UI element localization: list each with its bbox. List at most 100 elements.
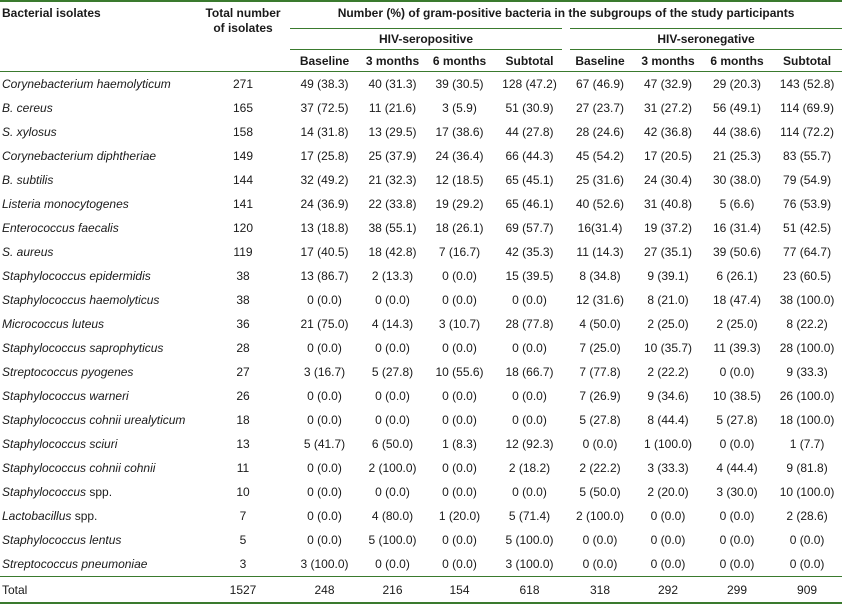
cell-pos-3-months: 0 (0.0) <box>375 293 410 307</box>
cell-neg-3-months: 31 (27.2) <box>643 101 693 115</box>
header-neg-6-months: 6 months <box>710 53 764 68</box>
cell-neg-subtotal: 28 (100.0) <box>779 341 835 355</box>
cell-neg-subtotal: 18 (100.0) <box>779 413 835 427</box>
cell-neg-baseline: 2 (100.0) <box>575 509 625 523</box>
cell-pos-baseline: 0 (0.0) <box>307 509 342 523</box>
cell-pos-subtotal: 0 (0.0) <box>512 485 547 499</box>
cell-neg-subtotal: 143 (52.8) <box>779 77 835 91</box>
cell-neg-3-months: 0 (0.0) <box>650 533 686 547</box>
isolate-total: 11 <box>236 461 250 475</box>
header-neg-baseline: Baseline <box>575 53 625 68</box>
table-row: Staphylococcus cohnii cohnii 11 0 (0.0) 2 (… <box>0 456 842 480</box>
table-row: Staphylococcus sciuri 13 5 (41.7) 6 (50.0) 1… <box>0 432 842 456</box>
cell-pos-subtotal: 42 (35.3) <box>505 245 554 259</box>
header-hiv-seropositive: HIV-seropositive <box>290 28 566 50</box>
cell-pos-subtotal: 65 (46.1) <box>505 197 554 211</box>
cell-pos-3-months: 0 (0.0) <box>375 485 410 499</box>
cell-neg-baseline: 7 (26.9) <box>579 389 621 403</box>
cell-pos-6-months: 7 (16.7) <box>438 245 481 259</box>
cell-pos-baseline: 37 (72.5) <box>300 101 349 115</box>
isolate-total: 28 <box>236 341 250 355</box>
cell-neg-subtotal: 76 (53.9) <box>783 197 832 211</box>
total-pos-subtotal: 618 <box>519 582 540 597</box>
isolate-name: Staphylococcus spp. <box>0 480 196 504</box>
table-row: S. aureus 119 17 (40.5) 18 (42.8) 7 (16.7) 42… <box>0 240 842 264</box>
cell-neg-6-months: 10 (38.5) <box>712 389 762 403</box>
cell-neg-6-months: 0 (0.0) <box>719 533 755 547</box>
table-row: Streptococcus pneumoniae 3 3 (100.0) 0 (0.0… <box>0 552 842 577</box>
cell-pos-3-months: 5 (27.8) <box>371 365 414 379</box>
isolate-total: 3 <box>239 557 247 571</box>
isolate-total: 27 <box>236 365 250 379</box>
cell-neg-3-months: 9 (39.1) <box>647 269 689 283</box>
cell-pos-3-months: 40 (31.3) <box>368 77 417 91</box>
total-label: Total <box>2 582 28 597</box>
cell-pos-subtotal: 0 (0.0) <box>512 389 547 403</box>
table-row: Corynebacterium haemolyticum 271 49 (38.3)… <box>0 72 842 97</box>
cell-neg-6-months: 6 (26.1) <box>716 269 758 283</box>
total-row: Total 1527 248 216 154 618 318 292 299 909 <box>0 576 842 603</box>
isolate-name: Streptococcus pyogenes <box>0 360 196 384</box>
isolate-name-italic: Corynebacterium haemolyticum <box>2 77 171 91</box>
cell-neg-subtotal: 10 (100.0) <box>779 485 835 499</box>
isolate-name-italic: Staphylococcus cohnii urealyticum <box>2 413 186 427</box>
cell-pos-subtotal: 15 (39.5) <box>505 269 554 283</box>
isolate-name: Staphylococcus cohnii urealyticum <box>0 408 196 432</box>
cell-neg-6-months: 4 (44.4) <box>716 461 758 475</box>
cell-pos-baseline: 0 (0.0) <box>307 461 342 475</box>
header-pos-baseline: Baseline <box>299 53 350 68</box>
cell-neg-baseline: 5 (50.0) <box>579 485 621 499</box>
cell-neg-3-months: 31 (40.8) <box>643 197 693 211</box>
cell-neg-subtotal: 8 (22.2) <box>786 317 828 331</box>
cell-pos-subtotal: 69 (57.7) <box>505 221 554 235</box>
cell-pos-6-months: 18 (26.1) <box>435 221 484 235</box>
cell-neg-baseline: 11 (14.3) <box>576 245 624 259</box>
table-row: Enterococcus faecalis 120 13 (18.8) 38 (55.… <box>0 216 842 240</box>
isolate-name: Staphylococcus cohnii cohnii <box>0 456 196 480</box>
grand-total: 1527 <box>229 582 257 597</box>
cell-neg-subtotal: 2 (28.6) <box>786 509 828 523</box>
cell-neg-6-months: 0 (0.0) <box>719 437 755 451</box>
header-pos-3-months: 3 months <box>365 53 420 68</box>
cell-neg-6-months: 39 (50.6) <box>712 245 762 259</box>
isolate-name-italic: S. aureus <box>2 245 54 259</box>
cell-neg-baseline: 16(31.4) <box>577 221 623 235</box>
isolate-total: 38 <box>236 269 250 283</box>
cell-pos-6-months: 0 (0.0) <box>442 485 477 499</box>
cell-pos-3-months: 2 (13.3) <box>371 269 414 283</box>
isolate-name-italic: Staphylococcus cohnii cohnii <box>2 461 156 475</box>
cell-neg-3-months: 2 (25.0) <box>647 317 689 331</box>
cell-neg-3-months: 19 (37.2) <box>643 221 693 235</box>
cell-pos-baseline: 0 (0.0) <box>307 341 342 355</box>
cell-neg-6-months: 44 (38.6) <box>712 125 762 139</box>
header-total-line1: Total number <box>205 6 281 20</box>
cell-neg-baseline: 67 (46.9) <box>575 77 625 91</box>
cell-neg-3-months: 8 (44.4) <box>647 413 689 427</box>
cell-neg-subtotal: 9 (81.8) <box>786 461 828 475</box>
cell-neg-baseline: 0 (0.0) <box>582 557 618 571</box>
cell-neg-6-months: 16 (31.4) <box>712 221 762 235</box>
isolate-name: S. aureus <box>0 240 196 264</box>
isolate-name: Micrococcus luteus <box>0 312 196 336</box>
cell-pos-3-months: 0 (0.0) <box>375 557 410 571</box>
cell-pos-subtotal: 66 (44.3) <box>505 149 554 163</box>
isolate-name: Corynebacterium haemolyticum <box>0 72 196 97</box>
isolate-total: 18 <box>236 413 250 427</box>
cell-pos-3-months: 38 (55.1) <box>368 221 417 235</box>
table-row: Lactobacillus spp. 7 0 (0.0) 4 (80.0) 1 (20.… <box>0 504 842 528</box>
isolate-name: Staphylococcus warneri <box>0 384 196 408</box>
isolate-name: Staphylococcus lentus <box>0 528 196 552</box>
cell-neg-baseline: 45 (54.2) <box>575 149 625 163</box>
header-neg-subtotal: Subtotal <box>783 53 832 68</box>
cell-neg-subtotal: 114 (72.2) <box>780 125 834 139</box>
cell-pos-subtotal: 0 (0.0) <box>512 293 547 307</box>
isolate-name-italic: Lactobacillus <box>2 509 72 523</box>
cell-neg-3-months: 8 (21.0) <box>647 293 689 307</box>
table-row: Streptococcus pyogenes 27 3 (16.7) 5 (27.8)… <box>0 360 842 384</box>
cell-neg-subtotal: 114 (69.9) <box>780 101 834 115</box>
isolate-name: B. cereus <box>0 96 196 120</box>
cell-pos-6-months: 0 (0.0) <box>442 557 477 571</box>
isolate-total: 165 <box>232 101 254 115</box>
header-empty-2 <box>196 50 290 72</box>
table-row: Micrococcus luteus 36 21 (75.0) 4 (14.3) 3 (… <box>0 312 842 336</box>
